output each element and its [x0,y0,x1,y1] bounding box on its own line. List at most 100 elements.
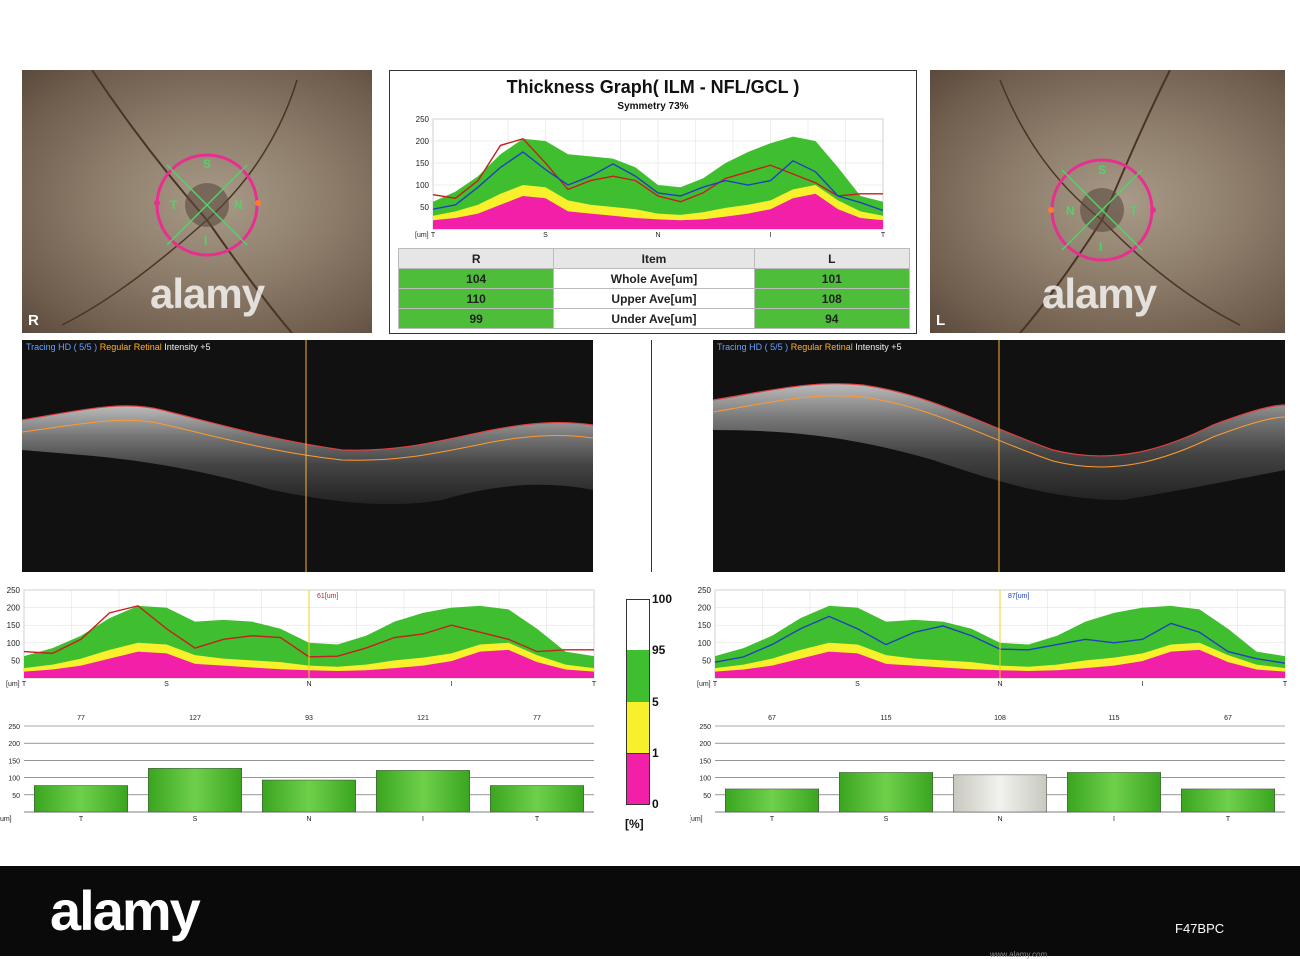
oct-scan-left-image [713,340,1285,572]
oct-header-right: Tracing HD ( 5/5 ) Regular Retinal Inten… [26,342,211,352]
quadrant-n-left: N [1066,204,1075,218]
x-tick-label: T [535,816,540,823]
oct-mode-label: Regular Retinal [99,342,162,352]
bar-value-label: 67 [768,715,776,722]
unit-label: [um] [690,816,703,823]
y-tick-label: 50 [703,793,711,800]
x-tick-label: T [431,232,436,239]
unit-label: [um] [6,681,20,688]
y-tick-label: 150 [8,758,20,765]
bar-value-label: 77 [533,715,541,722]
x-tick-label: N [655,232,660,239]
oct-scan-right: Tracing HD ( 5/5 ) Regular Retinal Inten… [22,340,593,572]
table-cell-l: 108 [753,288,911,309]
watermark-left-fundus: alamy [1042,270,1157,317]
percentile-legend: 100 95 5 1 0 [%] [600,590,690,835]
x-tick-label: T [1226,816,1231,823]
y-tick-label: 150 [416,159,430,168]
unit-label: [um] [697,681,711,688]
legend-white-band [626,599,650,651]
legend-label-95: 95 [652,643,666,657]
legend-label-1: 1 [652,746,659,760]
bar [953,774,1047,813]
band-1-area [24,649,594,678]
series-line-l [432,151,884,212]
y-tick-label: 100 [416,181,430,190]
table-row: 110 Upper Ave[um] 108 [397,288,911,309]
oct-intensity-label: Intensity +5 [855,342,902,352]
y-tick-label: 100 [698,639,712,648]
quadrant-t-left: T [1130,204,1138,218]
footer-site: www.alamy.com [990,950,1048,959]
thickness-graph-subtitle: Symmetry 73% [617,101,689,112]
y-tick-label: 250 [698,586,712,595]
legend-label-0: 0 [652,797,659,811]
y-tick-label: 150 [699,758,711,765]
legend-magenta-band [626,753,650,805]
legend-label-100: 100 [652,592,673,606]
fundus-right-eye: S T N I alamy R [22,70,372,333]
x-tick-label: S [884,816,889,823]
fundus-left-eye: S T N I alamy L [930,70,1285,333]
divider-line [651,340,652,572]
oct-header-left: Tracing HD ( 5/5 ) Regular Retinal Inten… [717,342,902,352]
y-tick-label: 250 [699,724,711,731]
footer-bar: alamy F47BPC www.alamy.com [0,866,1300,959]
oct-mode-label: Regular Retinal [790,342,853,352]
thickness-graph-title: Thickness Graph( ILM - NFL/GCL ) [506,77,800,97]
y-tick-label: 150 [698,621,712,630]
table-cell-l: 101 [753,268,911,289]
x-tick-label: N [306,816,311,823]
legend-green-band [626,650,650,702]
series-line-r [432,138,883,203]
fundus-left-overlay: S T N I [999,70,1241,333]
band-1-area [715,649,1285,678]
y-tick-label: 250 [7,586,21,595]
x-tick-label: I [451,681,453,688]
y-tick-label: 250 [8,724,20,731]
table-cell-l: 94 [753,308,911,329]
bar-value-label: 127 [189,715,201,722]
quadrant-i-left: I [1099,240,1102,254]
x-tick-label: I [1142,681,1144,688]
x-tick-label: I [770,232,772,239]
table-row: 104 Whole Ave[um] 101 [397,268,911,289]
quadrant-n-right: N [234,198,243,212]
fundus-right-overlay: S T N I [61,70,298,333]
y-tick-label: 200 [416,137,430,146]
table-row: 99 Under Ave[um] 94 [397,308,911,329]
watermark-right-fundus: alamy [150,270,265,317]
x-tick-label: N [997,816,1002,823]
bar-value-label: 108 [994,715,1006,722]
table-cell-item: Whole Ave[um] [553,268,755,289]
y-tick-label: 50 [420,203,429,212]
legend-unit: [%] [625,817,644,831]
x-tick-label: S [855,681,860,688]
y-tick-label: 50 [11,656,20,665]
unit-label: [um] [415,232,429,239]
y-tick-label: 100 [8,776,20,783]
x-tick-label: T [1283,681,1288,688]
y-tick-label: 250 [416,115,430,124]
table-header-r: R [397,248,555,269]
oct-scan-right-image [22,340,593,572]
oct-tracing-label: Tracing HD ( 5/5 ) [26,342,98,352]
footer-image-code: F47BPC [1175,921,1225,936]
x-tick-label: I [1113,816,1115,823]
thickness-graph-panel: Thickness Graph( ILM - NFL/GCL ) Symmetr… [389,70,917,334]
y-tick-label: 200 [8,741,20,748]
y-tick-label: 200 [699,741,711,748]
y-tick-label: 100 [7,639,21,648]
y-tick-label: 200 [7,604,21,613]
x-tick-label: T [22,681,27,688]
x-tick-label: N [997,681,1002,688]
bar [148,768,242,813]
table-header-item: Item [553,248,755,269]
legend-yellow-band [626,702,650,753]
unit-label: [um] [0,816,12,823]
table-cell-r: 110 [397,288,555,309]
bar [262,779,356,813]
